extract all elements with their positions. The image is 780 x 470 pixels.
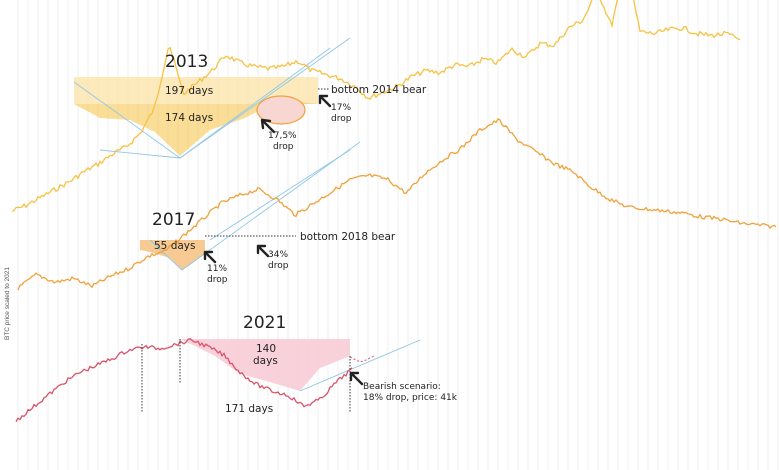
drop-pct-2017: 11% (207, 264, 227, 274)
arrow-drop-2013 (260, 118, 276, 134)
series-line-2021 (15, 337, 353, 423)
span-band-2017 (140, 240, 205, 270)
drop-word-2017: drop (207, 275, 228, 285)
scenario-line1: Bearish scenario: (363, 382, 441, 392)
trendline-2017-left (149, 239, 183, 271)
title-2017: 2017 (152, 210, 195, 230)
arrow-bottom-2018 (256, 244, 270, 258)
span-top2-2021: days (253, 355, 278, 367)
arrow-drop-2017 (203, 250, 217, 264)
span-inner-2013: 174 days (165, 112, 213, 124)
drop-pct-2013: 17,5% (268, 131, 297, 141)
y-axis-label: BTC price scaled to 2021 (4, 267, 11, 340)
span-top-2021: 140 (256, 343, 276, 355)
bottom-word-2018: drop (268, 261, 289, 271)
span-full-2021: 171 days (225, 403, 273, 415)
trendline-2017-right (181, 141, 361, 271)
drop-area-2013 (74, 100, 318, 156)
trendline-2013-right (179, 47, 331, 159)
span-band-2021 (180, 339, 350, 391)
drop-ellipse-2013 (256, 95, 306, 125)
scenario-line2: 18% drop, price: 41k (363, 393, 458, 403)
cycle-2013: 2013 197 days 174 days bottom 2014 bear … (11, 0, 741, 212)
trendline-2013-left (73, 81, 181, 159)
title-2021: 2021 (243, 313, 286, 333)
span-band-2013 (74, 77, 318, 104)
cycle-2021: 2021 140 days 171 days Bearish scenario:… (15, 313, 458, 423)
span-top-2013: 197 days (165, 85, 213, 97)
bottom-pct-2014: 17% (331, 103, 351, 113)
arrow-bottom-2014 (318, 94, 332, 108)
title-2013: 2013 (165, 52, 208, 72)
bottom-pct-2018: 34% (268, 250, 288, 260)
projection-2021 (349, 355, 375, 363)
series-line-2017 (17, 118, 777, 291)
series-line-2013 (11, 0, 741, 212)
span-2017: 55 days (154, 240, 195, 252)
bottom-word-2014: drop (331, 114, 352, 124)
arrow-scenario-2021 (349, 371, 364, 386)
trendline-2013-long (99, 37, 351, 159)
bottom-label-2014: bottom 2014 bear (331, 84, 427, 96)
bottom-label-2018: bottom 2018 bear (300, 231, 396, 243)
trendline-2017-long (209, 149, 351, 241)
cycle-2017: 2017 55 days bottom 2018 bear 11% drop 3… (17, 118, 777, 291)
drop-word-2013: drop (273, 142, 294, 152)
trendline-2021-right (299, 339, 421, 392)
